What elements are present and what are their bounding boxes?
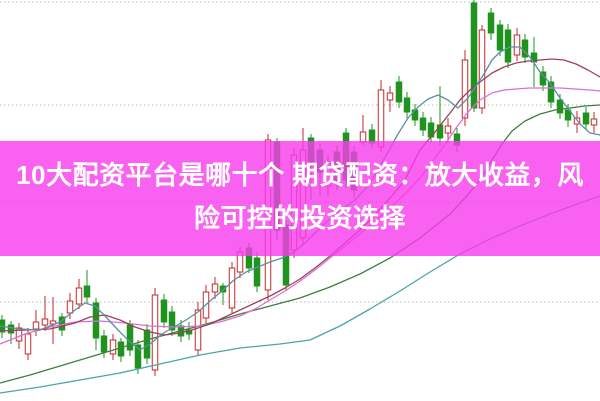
candle-body-up — [590, 118, 598, 126]
candle-body-down — [168, 311, 176, 331]
title-line-2: 险可控的投资选择 — [193, 203, 406, 233]
candle-body-down — [253, 257, 261, 287]
candle-body-up — [66, 300, 74, 314]
candle-body-up — [49, 320, 57, 325]
candle-body-up — [24, 333, 32, 355]
candle-body-up — [194, 309, 202, 351]
candle-body-down — [547, 81, 555, 103]
candle-body-up — [386, 92, 394, 101]
candle-body-down — [219, 285, 227, 293]
candle-body-up — [478, 29, 486, 109]
candle-body-up — [41, 318, 49, 326]
candle-body-down — [556, 99, 564, 114]
ma-slow-green-line — [0, 104, 600, 384]
candle-body-down — [395, 81, 403, 103]
candle-body-down — [403, 97, 411, 113]
title-line-1: 10大配资平台是哪十个 期贷配资：放大收益，风 — [16, 160, 584, 190]
candle-body-down — [504, 29, 512, 63]
candle-body-up — [228, 267, 236, 309]
candle-body-down — [470, 2, 478, 109]
candle-body-down — [134, 344, 142, 369]
candle-body-down — [7, 324, 15, 334]
candle-body-down — [117, 341, 125, 357]
candle-body-down — [160, 299, 168, 323]
candle-body-down — [83, 285, 91, 298]
candle-body-up — [377, 89, 385, 148]
candle-body-down — [564, 109, 572, 121]
candle-body-down — [419, 117, 427, 131]
candle-body-down — [100, 335, 108, 353]
title-banner: 10大配资平台是哪十个 期贷配资：放大收益，风 险可控的投资选择 — [0, 141, 600, 256]
candle-body-up — [75, 287, 83, 305]
candle-body-down — [487, 12, 495, 34]
candle-body-down — [496, 24, 504, 51]
candle-body-up — [32, 321, 40, 330]
candle-body-up — [211, 283, 219, 293]
candle-body-up — [444, 125, 452, 134]
candle-body-up — [109, 339, 117, 355]
candle-body-down — [436, 124, 444, 139]
candle-body-up — [461, 59, 469, 119]
candle-body-down — [582, 112, 590, 125]
candle-body-up — [513, 34, 521, 56]
candle-body-up — [15, 327, 23, 342]
